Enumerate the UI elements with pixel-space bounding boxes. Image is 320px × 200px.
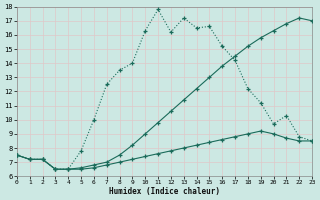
X-axis label: Humidex (Indice chaleur): Humidex (Indice chaleur) (109, 187, 220, 196)
